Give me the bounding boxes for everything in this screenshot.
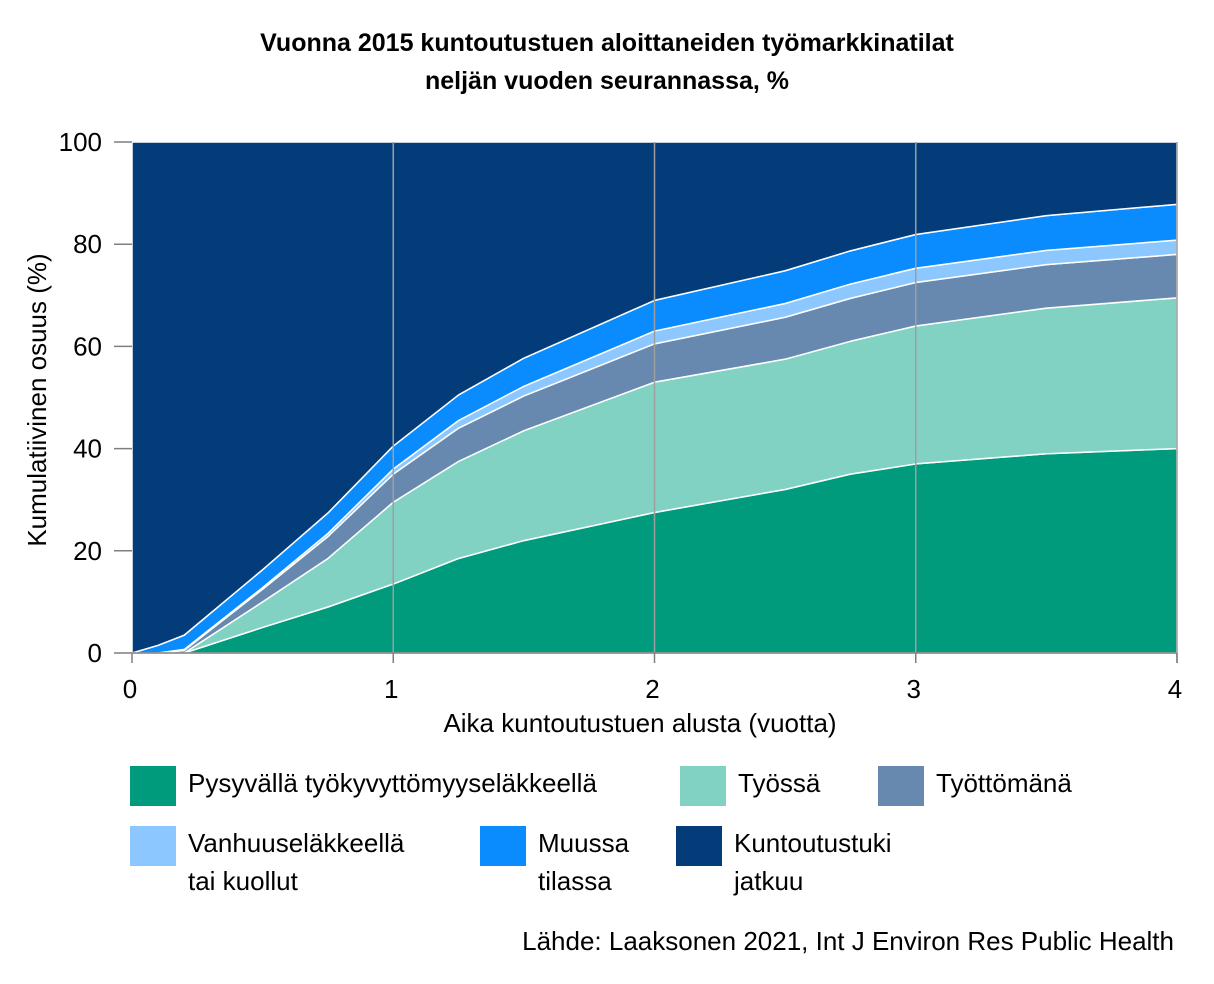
chart-title: Vuonna 2015 kuntoutustuen aloittaneiden … (0, 24, 1214, 100)
y-tick-label-40: 40 (73, 434, 102, 464)
y-tick-label-100: 100 (59, 127, 102, 157)
legend-item-pysyva: Pysyvällä työkyvyttömyyseläkkeellä (130, 766, 597, 806)
y-axis-label: Kumulatiivinen osuus (%) (22, 253, 52, 546)
legend-swatch-kuntoutustuki (676, 826, 722, 866)
legend-label-vanhuus: Vanhuuseläkkeellä tai kuollut (188, 828, 405, 896)
source-note: Lähde: Laaksonen 2021, Int J Environ Res… (522, 926, 1174, 956)
legend-label-kuntoutustuki: Kuntoutustuki jatkuu (734, 828, 892, 896)
x-tick-label-0: 0 (123, 674, 137, 704)
x-tick-label-1: 1 (384, 674, 398, 704)
x-tick-label-4: 4 (1168, 674, 1182, 704)
tick-labels: 0 20 40 60 80 100 0 1 2 3 4 (59, 127, 1183, 704)
legend-swatch-tyottomana (878, 766, 924, 806)
legend-swatch-muussa (480, 826, 526, 866)
chart-title-line-2: neljän vuoden seurannassa, % (424, 67, 789, 95)
y-tick-label-80: 80 (73, 229, 102, 259)
legend-label-pysyva: Pysyvällä työkyvyttömyyseläkkeellä (188, 768, 597, 798)
legend-label-tyottomana: Työttömänä (936, 768, 1072, 798)
x-tick-label-2: 2 (645, 674, 659, 704)
legend-label-muussa: Muussa tilassa (538, 828, 630, 896)
legend-swatch-vanhuus (130, 826, 176, 866)
legend-item-kuntoutustuki: Kuntoutustuki jatkuu (676, 826, 892, 900)
grid-lines (392, 142, 917, 653)
legend-item-muussa: Muussa tilassa (480, 826, 629, 900)
legend-item-tyossa: Työssä (680, 766, 820, 806)
legend-item-vanhuus: Vanhuuseläkkeellä tai kuollut (130, 826, 404, 900)
chart-title-line-1: Vuonna 2015 kuntoutustuen aloittaneiden … (260, 29, 954, 57)
legend-item-tyottomana: Työttömänä (878, 766, 1072, 806)
axes (114, 141, 1178, 663)
legend-swatch-pysyva (130, 766, 176, 806)
y-tick-label-20: 20 (73, 536, 102, 566)
x-tick-label-3: 3 (907, 674, 921, 704)
legend-swatch-tyossa (680, 766, 726, 806)
x-axis-label: Aika kuntoutustuen alusta (vuotta) (443, 708, 836, 738)
y-tick-label-60: 60 (73, 331, 102, 361)
legend-label-tyossa: Työssä (738, 768, 821, 798)
y-tick-label-0: 0 (88, 638, 102, 668)
